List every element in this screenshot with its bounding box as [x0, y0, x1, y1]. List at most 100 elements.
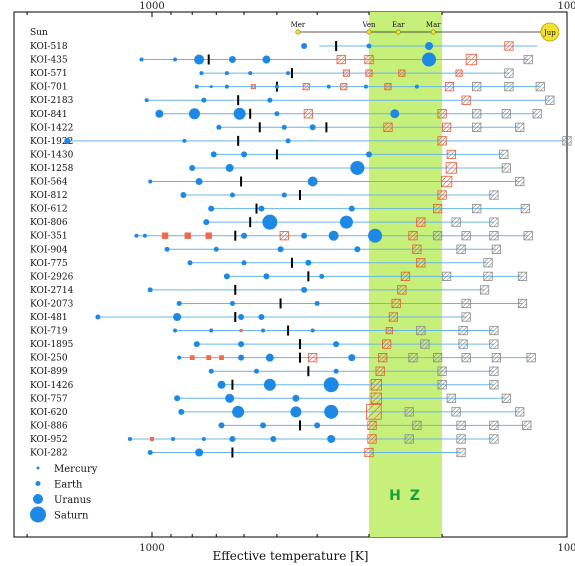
planet-marker — [241, 232, 248, 239]
predicted-planet-hatch — [412, 244, 422, 254]
planet-marker — [277, 246, 284, 253]
row-label-sun: Sun — [30, 28, 48, 38]
planet-marker — [208, 368, 214, 374]
predicted-planet-hatch — [540, 86, 545, 92]
planet-marker — [323, 377, 339, 393]
predicted-planet-hatch — [480, 285, 489, 295]
predicted-planet-hatch — [416, 425, 422, 430]
planet-marker — [233, 107, 246, 120]
predicted-planet-hatch — [522, 420, 532, 430]
predicted-planet-hatch — [401, 271, 410, 281]
system-row: KOI-571 — [30, 68, 514, 79]
system-row: KOI-435 — [30, 52, 533, 67]
system-row: KOI-899 — [30, 366, 499, 377]
predicted-planet-hatch — [308, 113, 313, 119]
predicted-planet-hatch — [536, 113, 542, 119]
predicted-planet-hatch — [496, 249, 501, 254]
predicted-planet-hatch — [397, 285, 403, 291]
row-label: KOI-757 — [30, 394, 68, 404]
planet-marker — [348, 205, 355, 212]
planet-marker — [350, 160, 365, 175]
predicted-planet-hatch — [483, 271, 493, 281]
predicted-planet-hatch — [416, 326, 422, 331]
predicted-planet-hatch — [523, 55, 533, 64]
predicted-planet-hatch — [437, 235, 443, 241]
predicted-planet-hatch — [455, 69, 460, 74]
predicted-planet-hatch — [442, 122, 452, 132]
predicted-planet-hatch — [366, 404, 382, 420]
predicted-planet-hatch — [458, 72, 463, 77]
predicted-planet-hatch — [526, 353, 532, 358]
predicted-planet-hatch — [489, 339, 495, 345]
planet-marker — [209, 85, 213, 89]
predicted-planet-hatch — [493, 384, 499, 390]
row-label: KOI-250 — [30, 354, 68, 364]
habitable-zone-band — [368, 12, 443, 537]
predicted-planet-hatch — [465, 235, 471, 241]
row-label: KOI-952 — [30, 435, 68, 445]
predicted-planet-hatch — [562, 136, 568, 142]
legend-marker — [36, 466, 40, 470]
predicted-planet-hatch — [456, 244, 462, 250]
predicted-planet-hatch — [491, 353, 501, 363]
planet-marker — [274, 84, 279, 89]
predicted-planet-hatch — [499, 149, 509, 159]
predicted-planet-hatch — [383, 122, 393, 132]
predicted-planet-hatch — [451, 217, 461, 227]
predicted-planet-hatch — [461, 299, 467, 304]
predicted-planet-hatch — [458, 326, 464, 331]
predicted-planet-hatch — [528, 59, 533, 64]
sun-planet-tag: Ven — [361, 21, 376, 29]
predicted-planet-hatch — [461, 312, 467, 318]
sun-planet-marker — [430, 29, 436, 35]
predicted-planet-hatch — [461, 353, 467, 358]
planet-marker — [241, 151, 248, 158]
predicted-planet-hatch — [373, 411, 382, 420]
predicted-planet-hatch — [364, 55, 374, 64]
row-label: KOI-775 — [30, 259, 68, 269]
planet-marker — [301, 43, 308, 49]
legend-label: Earth — [54, 480, 83, 491]
planet-marker — [310, 328, 315, 333]
planet-marker — [285, 138, 291, 144]
planet-marker — [425, 42, 434, 50]
predicted-planet-hatch — [518, 299, 527, 308]
predicted-planet-hatch — [449, 86, 454, 92]
row-label: KOI-806 — [30, 218, 68, 228]
planet-marker — [339, 215, 353, 229]
predicted-planet-hatch — [472, 204, 477, 209]
sun-planet-jupiter — [540, 22, 560, 42]
sun-planet-tag: Mer — [291, 21, 306, 29]
predicted-planet-hatch — [489, 380, 495, 385]
planet-marker — [228, 56, 236, 64]
predicted-planet-hatch — [455, 411, 461, 417]
system-row: KOI-481 — [30, 312, 471, 323]
predicted-planet-hatch — [523, 231, 533, 241]
planet-marker — [365, 151, 372, 158]
predicted-planet-hatch — [451, 407, 461, 417]
row-label: KOI-518 — [30, 42, 68, 52]
row-label: KOI-1895 — [30, 340, 74, 350]
predicted-planet-hatch — [504, 68, 510, 74]
legend-label: Mercury — [54, 464, 98, 475]
system-row: KOI-757 — [30, 392, 511, 404]
system-row: KOI-612 — [30, 203, 530, 215]
predicted-planet-hatch — [370, 392, 382, 404]
row-label: KOI-1430 — [30, 150, 74, 160]
predicted-planet-hatch — [433, 353, 438, 358]
predicted-planet-hatch — [472, 82, 477, 87]
row-label: KOI-899 — [30, 367, 68, 377]
row-label: KOI-2183 — [30, 96, 74, 106]
planet-marker — [270, 435, 277, 442]
planet-marker — [173, 57, 178, 62]
predicted-planet-hatch — [391, 299, 397, 304]
predicted-planet-hatch — [433, 204, 443, 214]
predicted-planet-hatch — [476, 127, 482, 132]
predicted-planet-hatch — [506, 167, 511, 173]
predicted-planet-hatch — [458, 339, 468, 349]
predicted-planet-hatch — [519, 127, 525, 132]
system-row: KOI-1895 — [30, 339, 499, 350]
predicted-planet-hatch — [420, 330, 426, 335]
predicted-planet-hatch — [461, 95, 467, 101]
habitable-zone-label: H Z — [389, 488, 422, 504]
